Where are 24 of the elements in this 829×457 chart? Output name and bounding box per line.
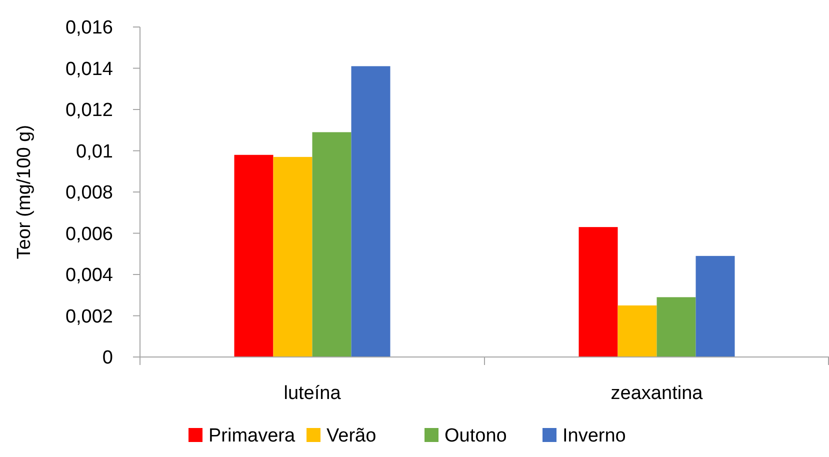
y-tick-label: 0,016 [65, 18, 113, 39]
legend-label: Primavera [208, 426, 296, 447]
bar [273, 156, 312, 357]
bar [656, 297, 696, 357]
bar [618, 305, 657, 357]
y-tick-label: 0,004 [65, 265, 114, 286]
y-tick-label: 0,01 [76, 141, 113, 162]
bar [312, 132, 352, 357]
legend-label: Inverno [562, 426, 626, 447]
y-tick-label: 0,008 [65, 182, 113, 204]
y-tick-label: 0 [102, 348, 113, 369]
legend-label: Verão [326, 426, 376, 447]
legend-label: Outono [444, 426, 507, 447]
y-axis-title: Teor (mg/100 g) [14, 124, 35, 260]
y-tick-label: 0,002 [65, 306, 113, 328]
y-tick-label: 0,012 [65, 100, 113, 122]
x-tick-label: luteína [284, 383, 342, 404]
bar [234, 154, 274, 357]
bar [351, 66, 390, 357]
bar [578, 227, 618, 357]
bar [696, 256, 735, 357]
x-tick-label: zeaxantina [610, 383, 704, 404]
y-tick-label: 0,006 [65, 224, 113, 245]
y-tick-label: 0,014 [65, 58, 114, 80]
